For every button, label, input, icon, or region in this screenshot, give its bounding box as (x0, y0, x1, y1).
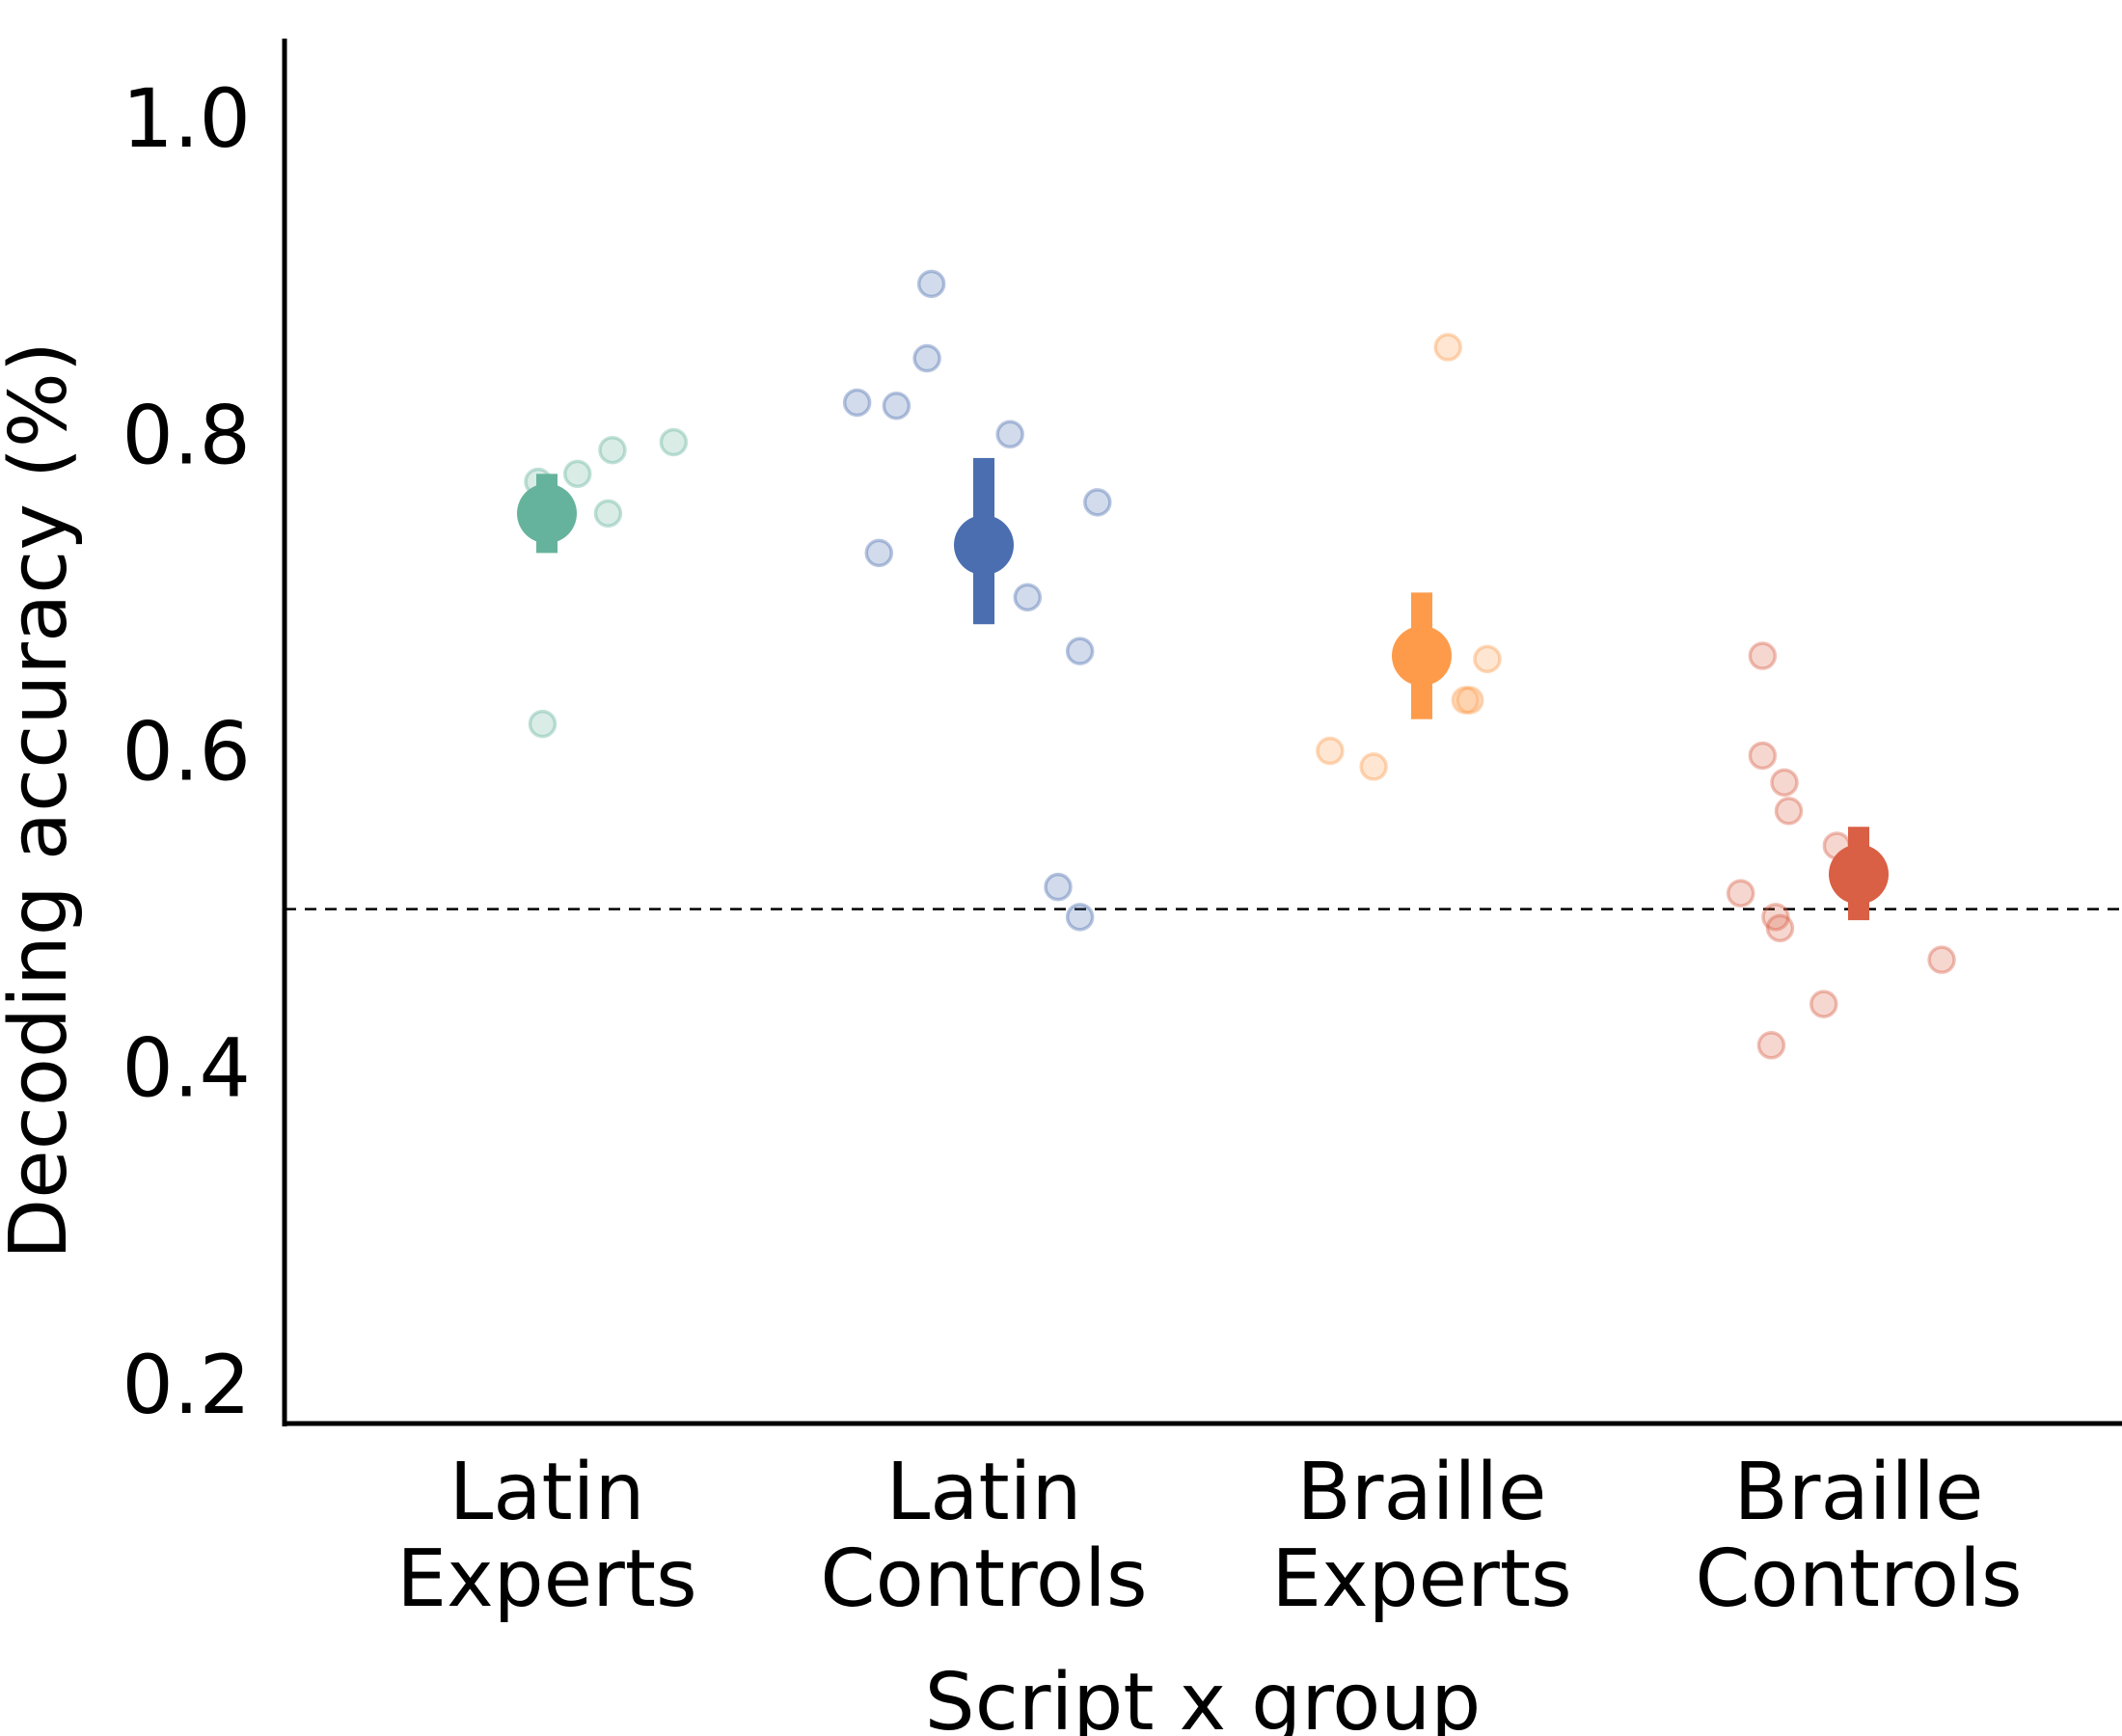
data-point (1065, 903, 1095, 932)
data-point (1013, 583, 1043, 612)
data-point (1809, 990, 1838, 1018)
y-axis-title: Decoding accuracy (%) (0, 341, 85, 1260)
data-point (1761, 903, 1790, 932)
data-point (1451, 686, 1481, 715)
data-point (593, 499, 623, 529)
x-tick-label: Experts (396, 1533, 696, 1625)
data-point (1765, 913, 1795, 943)
x-tick-label: Controls (1695, 1533, 2022, 1625)
data-point (1359, 752, 1388, 781)
data-point (864, 538, 894, 568)
data-point (882, 391, 911, 420)
data-point (1748, 741, 1778, 771)
data-point (1044, 872, 1073, 902)
data-point (1065, 637, 1095, 665)
y-tick-label: 0.8 (122, 388, 251, 482)
data-point (659, 427, 689, 457)
x-axis-title: Script x group (925, 1657, 1482, 1736)
data-point (1756, 1031, 1786, 1060)
series-group (842, 269, 1112, 932)
data-point (598, 435, 627, 465)
data-point (1455, 686, 1484, 715)
x-tick-label: Controls (820, 1533, 1147, 1625)
x-tick-label: Experts (1271, 1533, 1571, 1625)
x-tick-label: Latin (449, 1447, 645, 1538)
mean-marker (1392, 626, 1452, 687)
series-group (517, 427, 689, 739)
data-point (1473, 644, 1502, 674)
data-point (1726, 879, 1755, 908)
y-tick-label: 0.2 (122, 1338, 251, 1432)
data-point (995, 420, 1024, 449)
y-tick-label: 1.0 (122, 71, 251, 166)
data-point (1316, 736, 1345, 766)
x-tick-label: Braille (1733, 1447, 1983, 1538)
series-group (1726, 641, 1956, 1060)
data-point (562, 459, 592, 489)
data-point (1774, 797, 1804, 826)
data-point (1433, 333, 1462, 362)
data-point (1083, 488, 1112, 517)
data-point (1748, 641, 1778, 670)
data-point (1770, 768, 1799, 798)
data-point (842, 388, 872, 418)
data-point (916, 269, 946, 299)
series-group (1316, 333, 1502, 781)
axes: 0.20.40.60.81.0LatinExpertsLatinControls… (122, 39, 2122, 1625)
x-tick-label: Latin (886, 1447, 1082, 1538)
x-tick-label: Braille (1296, 1447, 1546, 1538)
mean-marker (517, 483, 577, 544)
mean-marker (1829, 844, 1889, 905)
data-point (912, 343, 941, 373)
y-tick-label: 0.4 (122, 1021, 251, 1116)
mean-marker (954, 515, 1014, 576)
data-marks (285, 269, 2122, 1060)
data-point (1927, 945, 1956, 974)
data-point (528, 709, 558, 739)
y-tick-label: 0.6 (122, 705, 251, 800)
